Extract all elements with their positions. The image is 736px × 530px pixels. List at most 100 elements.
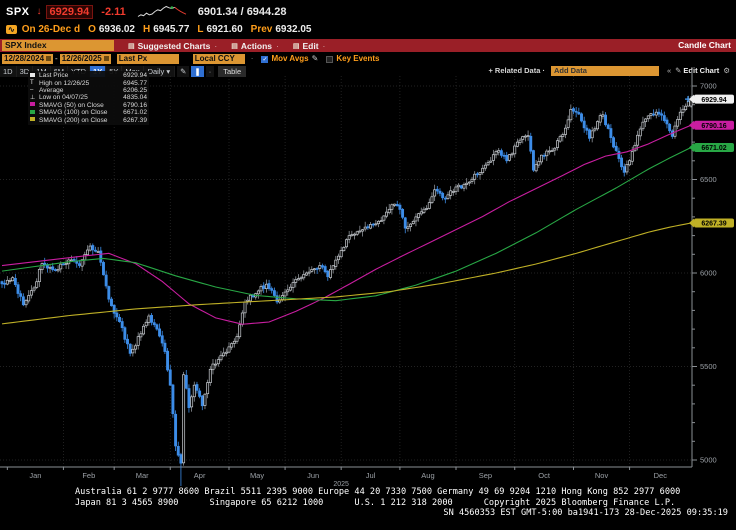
legend-row: SMAVG (50) on Close 6790.16 xyxy=(30,102,147,109)
date-to-input[interactable]: 12/26/2025 xyxy=(59,53,111,64)
x-axis-month-label: Dec xyxy=(654,471,668,480)
menu-actions[interactable]: ▤ Actions · xyxy=(231,41,279,51)
menu-label: Suggested Charts xyxy=(137,40,211,51)
annotate-icon[interactable]: ✎ xyxy=(177,65,190,77)
legend-marker-icon xyxy=(30,117,39,123)
menu-suggested-charts[interactable]: ▤ Suggested Charts · xyxy=(128,41,217,51)
x-axis-month-label: Aug xyxy=(421,471,434,480)
menu-label: Actions xyxy=(240,40,273,51)
smavg-line-200 xyxy=(1,222,692,325)
menu-bar: SPX Index ▤ Suggested Charts · ▤ Actions… xyxy=(0,39,736,52)
prev-label: Prev xyxy=(250,23,273,35)
x-axis-month-label: Oct xyxy=(538,471,551,480)
low-label: L xyxy=(197,23,204,35)
chart-options-caret-icon[interactable]: · xyxy=(205,65,215,77)
currency-select[interactable]: Local CCY xyxy=(192,53,245,64)
chart-type-title: Candle Chart xyxy=(678,40,731,50)
mov-avgs-edit-icon[interactable]: ✎ xyxy=(311,54,319,63)
tab-1d[interactable]: 1D xyxy=(0,65,17,77)
table-button[interactable]: Table xyxy=(218,65,247,77)
frequency-select[interactable]: Daily ▾ xyxy=(143,65,176,77)
legend-row: T High on 12/26/25 6945.77 xyxy=(30,79,147,87)
svg-text:6790.16: 6790.16 xyxy=(701,123,726,130)
smavg-line-100 xyxy=(1,147,692,302)
menu-label: Edit xyxy=(302,40,319,51)
range-high: 6944.28 xyxy=(246,5,287,18)
menu-caret: · xyxy=(214,40,218,51)
legend-row: SMAVG (200) on Close 6267.39 xyxy=(30,116,147,124)
legend-marker-icon xyxy=(30,102,39,108)
legend-value: 6206.25 xyxy=(123,86,147,94)
y-axis-tick-label: 5500 xyxy=(700,362,717,371)
axis-price-tags: 6929.94 6790.16 6671.02 6267.39 xyxy=(689,94,734,228)
footer-contacts-line1: Australia 61 2 9777 8600 Brazil 5511 239… xyxy=(75,487,681,497)
edit-menu-icon: ▤ xyxy=(292,42,300,50)
legend-label: SMAVG (100) on Close xyxy=(39,109,108,117)
date-from-value: 12/28/2024 xyxy=(4,53,45,63)
svg-text:6671.02: 6671.02 xyxy=(701,145,726,152)
date-range-dash: - xyxy=(55,54,58,63)
price-source-select[interactable]: Last Px xyxy=(116,53,179,64)
date-from-input[interactable]: 12/28/2024 xyxy=(2,53,54,64)
legend-marker-icon xyxy=(30,109,39,116)
edit-chart-pencil-icon[interactable]: ✎ xyxy=(675,66,682,75)
terminal-footer: Australia 61 2 9777 8600 Brazil 5511 239… xyxy=(0,487,736,519)
y-axis-tick-label: 6000 xyxy=(700,269,717,278)
legend-marker-icon xyxy=(30,72,39,79)
menu-caret: · xyxy=(322,40,326,51)
chart-legend: Last Price 6929.94 T High on 12/26/25 6945.7… xyxy=(28,71,149,125)
x-axis-month-label: Jul xyxy=(366,471,376,480)
key-events-checkbox[interactable] xyxy=(326,56,334,63)
menu-caret: · xyxy=(276,40,279,51)
collapse-icon[interactable]: « xyxy=(666,66,672,75)
actions-menu-icon: ▤ xyxy=(231,42,238,50)
legend-value: 6929.94 xyxy=(123,72,147,80)
legend-row: – Average 6206.25 xyxy=(30,87,147,94)
security-quote-row: SPX ↓ 6929.94 -2.11 6901.34 / 6944.28 xyxy=(6,3,286,20)
legend-row: ⊥ Low on 04/07/25 4835.04 xyxy=(30,94,147,101)
x-axis-month-label: Apr xyxy=(194,471,206,480)
open-label: O xyxy=(88,23,96,35)
svg-text:6929.94: 6929.94 xyxy=(701,97,726,104)
footer-session-info: SN 4560353 EST GMT-5:00 ba1941-173 28-De… xyxy=(443,508,728,518)
chevron-down-icon: ▾ xyxy=(166,66,171,76)
ticker-input[interactable]: SPX Index xyxy=(2,40,114,51)
calendar-icon[interactable] xyxy=(103,55,109,61)
high-label: H xyxy=(143,23,151,35)
edit-chart-button[interactable]: Edit Chart xyxy=(683,66,720,75)
menu-edit[interactable]: ▤ Edit · xyxy=(293,41,326,51)
axis-price-tag xyxy=(694,94,734,104)
x-axis-year-label: 2025 xyxy=(333,481,349,486)
smavg-line-50 xyxy=(1,124,692,325)
legend-row: Last Price 6929.94 xyxy=(30,72,147,79)
security-symbol: SPX xyxy=(6,5,30,18)
legend-label: SMAVG (50) on Close xyxy=(39,101,104,109)
legend-value: 4835.04 xyxy=(123,94,147,102)
last-price: 6929.94 xyxy=(45,4,94,19)
chart-menu-icon: ▤ xyxy=(128,42,135,50)
legend-label: Last Price xyxy=(39,72,69,80)
candlestick-chart[interactable]: 5000 5500 6000 6500 7000 Jan Feb Mar Apr May Jun Ju… xyxy=(0,70,736,486)
related-data-menu[interactable]: + Related Data · xyxy=(488,66,545,75)
x-axis-month-label: Sep xyxy=(479,471,492,480)
chart-controls-row: 12/28/2024 - 12/26/2025 Last Px Local CC… xyxy=(0,53,736,64)
legend-label: Low on 04/07/25 xyxy=(39,94,88,102)
candle-chart-type-icon[interactable]: ❚ xyxy=(191,65,204,77)
mov-avgs-label: Mov Avgs xyxy=(271,54,309,63)
legend-marker-icon: – xyxy=(30,87,34,94)
legend-value: 6671.02 xyxy=(123,109,147,117)
legend-label: Average xyxy=(39,86,64,94)
add-data-input[interactable]: Add Data xyxy=(550,65,659,76)
x-axis-month-label: Mar xyxy=(136,471,149,480)
axis-price-tag xyxy=(694,143,734,153)
legend-label: SMAVG (200) on Close xyxy=(39,116,108,124)
axis-price-tag xyxy=(694,120,734,130)
legend-marker-icon: T xyxy=(30,80,34,87)
separator-dot: · xyxy=(250,54,254,63)
x-axis-month-label: Feb xyxy=(82,471,95,480)
mov-avgs-checkbox[interactable]: ✓ xyxy=(261,56,269,63)
gear-icon[interactable]: ⚙ xyxy=(723,66,730,75)
calendar-icon[interactable] xyxy=(46,55,52,61)
chart-axes: 5000 5500 6000 6500 7000 Jan Feb Mar Apr May Jun Ju… xyxy=(0,70,717,486)
